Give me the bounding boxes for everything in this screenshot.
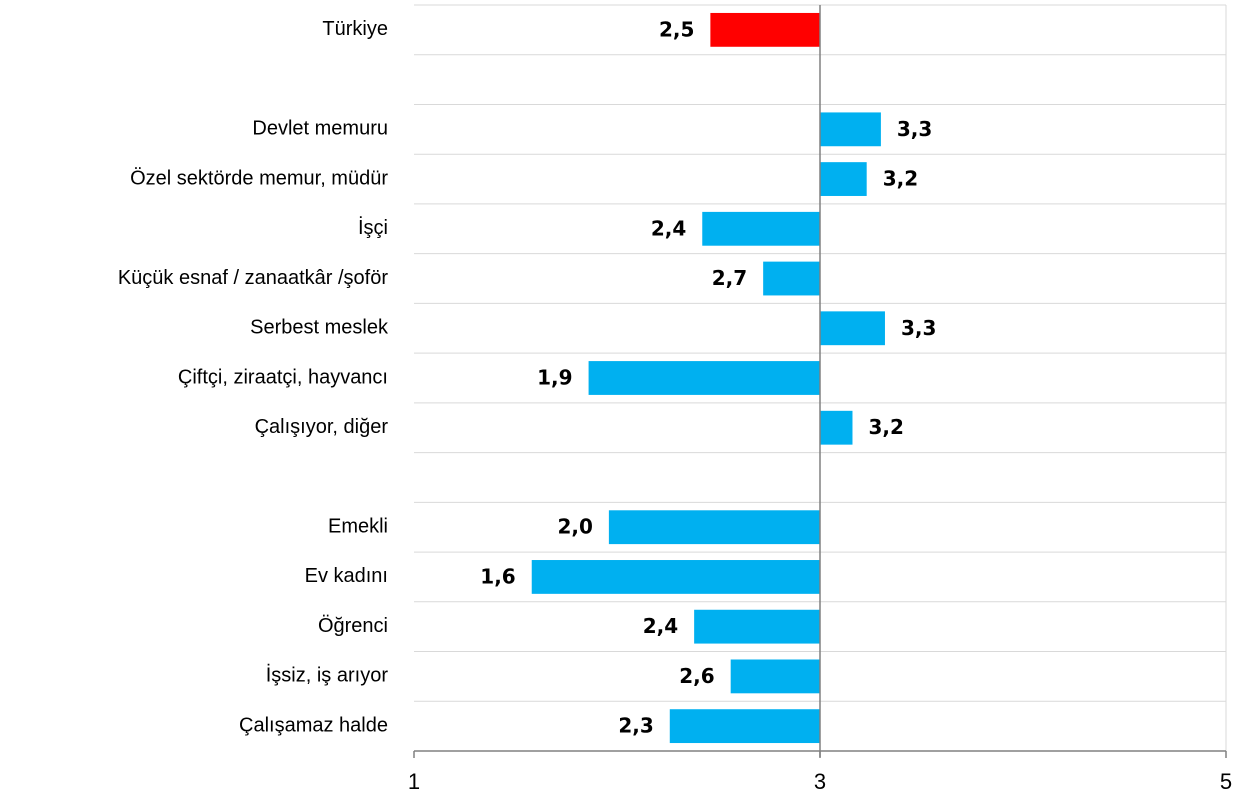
category-label: Ev kadını	[305, 565, 388, 587]
bar	[694, 609, 820, 644]
x-tick-label: 3	[814, 769, 826, 794]
bar	[531, 560, 820, 594]
bar	[820, 162, 867, 196]
bar	[820, 112, 881, 147]
category-label: Emekli	[328, 515, 388, 537]
value-label: 1,9	[537, 366, 572, 390]
bar	[608, 510, 820, 545]
category-label: Türkiye	[322, 18, 388, 40]
bar	[820, 311, 885, 346]
bar	[710, 12, 820, 47]
value-label: 3,3	[897, 117, 932, 141]
bar	[702, 211, 820, 246]
category-label: Serbest meslek	[250, 317, 389, 339]
value-label: 1,6	[480, 564, 515, 588]
value-label: 3,2	[868, 415, 903, 439]
value-label: 3,2	[883, 167, 918, 191]
category-label: Öğrenci	[318, 615, 388, 637]
bar	[588, 361, 820, 395]
category-label: İşsiz, iş arıyor	[266, 664, 389, 687]
category-label: Çalışamaz halde	[239, 714, 388, 736]
value-label: 2,4	[643, 614, 678, 638]
value-label: 2,5	[659, 17, 694, 41]
category-label: Devlet memuru	[252, 118, 388, 140]
value-label: 2,4	[651, 216, 686, 240]
category-label: Özel sektörde memur, müdür	[130, 167, 388, 189]
bar	[763, 261, 820, 296]
value-label: 2,7	[712, 266, 747, 290]
category-label: Çiftçi, ziraatçi, hayvancı	[178, 366, 388, 388]
category-label: İşçi	[358, 216, 388, 239]
bar	[730, 659, 820, 694]
bar	[820, 410, 853, 445]
category-label: Çalışıyor, diğer	[255, 416, 389, 438]
value-label: 2,3	[618, 714, 653, 738]
bar	[669, 709, 820, 744]
x-tick-label: 1	[408, 769, 420, 794]
x-tick-label: 5	[1220, 769, 1232, 794]
category-label: Küçük esnaf / zanaatkâr /şoför	[118, 267, 388, 289]
value-label: 3,3	[901, 316, 936, 340]
value-label: 2,0	[557, 515, 592, 539]
value-label: 2,6	[679, 664, 714, 688]
